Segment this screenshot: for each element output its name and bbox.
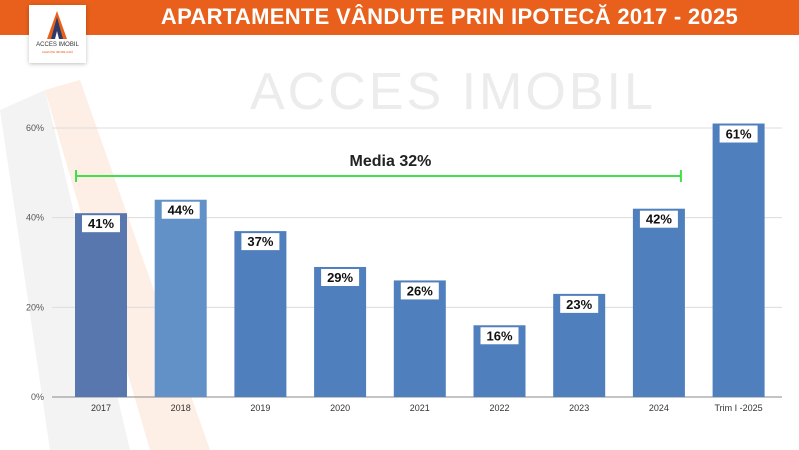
- x-tick-label: 2017: [91, 403, 111, 413]
- x-tick-label: 2024: [649, 403, 669, 413]
- data-label-box: [82, 215, 120, 233]
- header-bar: APARTAMENTE VÂNDUTE PRIN IPOTECĂ 2017 - …: [0, 0, 799, 35]
- data-label: 26%: [407, 283, 433, 298]
- data-label: 44%: [168, 203, 194, 218]
- bar-2018: [154, 199, 207, 397]
- data-label-box: [480, 327, 519, 345]
- logo: ACCES IMOBIL AGENȚIE IMOBILIARĂ: [29, 5, 86, 63]
- data-label: 37%: [247, 234, 273, 249]
- x-tick-label: 2019: [250, 403, 270, 413]
- y-tick-label: 60%: [26, 123, 44, 133]
- bar-2019: [234, 231, 287, 397]
- logo-subtext: AGENȚIE IMOBILIARĂ: [41, 50, 74, 54]
- x-tick-label: 2023: [569, 403, 589, 413]
- data-label-box: [241, 233, 280, 251]
- x-tick-label: 2018: [171, 403, 191, 413]
- watermark: ACCES IMOBIL: [250, 63, 656, 121]
- data-label: 23%: [566, 297, 592, 312]
- logo-text: ACCES IMOBIL: [36, 42, 79, 48]
- bar-2024: [632, 208, 685, 397]
- y-tick-label: 20%: [26, 302, 44, 312]
- bar-2020: [314, 266, 367, 397]
- data-label: 41%: [88, 216, 114, 231]
- data-label: 61%: [726, 127, 752, 142]
- data-label: 42%: [646, 212, 672, 227]
- chart-title: APARTAMENTE VÂNDUTE PRIN IPOTECĂ 2017 - …: [160, 4, 739, 29]
- data-label-box: [719, 125, 758, 143]
- x-tick-label: 2022: [489, 403, 509, 413]
- data-label: 29%: [327, 270, 353, 285]
- logo-a-icon: [47, 11, 67, 39]
- data-label-box: [560, 295, 599, 313]
- data-label-box: [161, 201, 200, 219]
- y-tick-label: 40%: [26, 213, 44, 223]
- x-tick-label: Trim I -2025: [715, 403, 763, 413]
- y-tick-label: 0%: [31, 392, 44, 402]
- bar-Trim I -2025: [712, 123, 765, 398]
- bar-2017: [75, 213, 127, 397]
- data-label-box: [639, 210, 678, 228]
- data-label: 16%: [486, 328, 512, 343]
- data-label-box: [321, 268, 360, 286]
- average-label: Media 32%: [350, 153, 432, 170]
- bar-2021: [393, 280, 446, 397]
- data-label-box: [400, 282, 439, 300]
- x-tick-label: 2020: [330, 403, 350, 413]
- x-tick-label: 2021: [410, 403, 430, 413]
